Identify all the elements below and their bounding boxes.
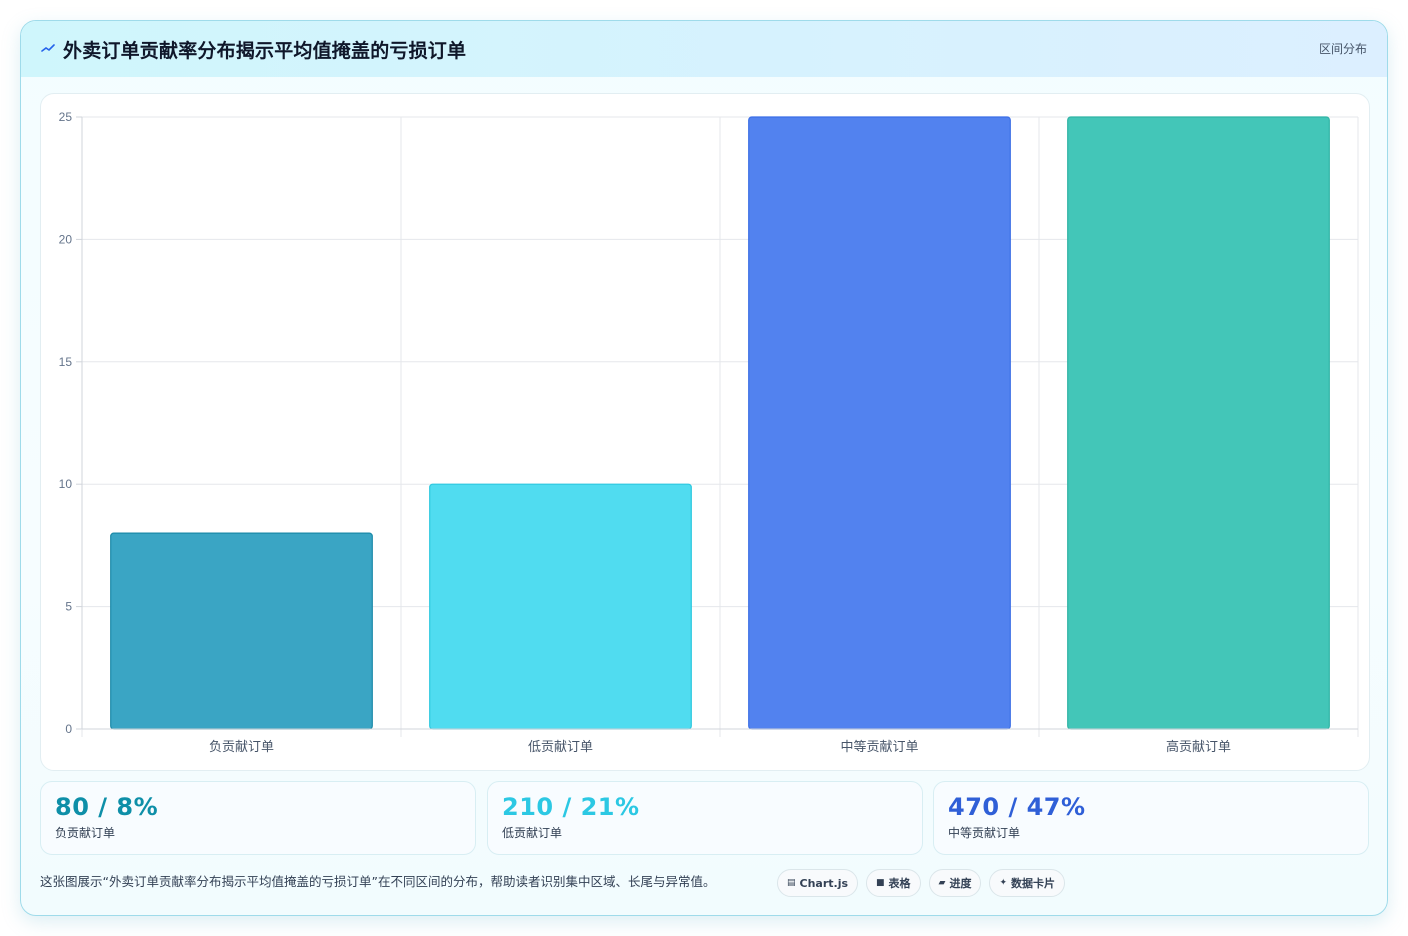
y-tick-label: 25 [59,110,73,124]
trend-line-icon [41,42,55,56]
bar [429,483,692,730]
chip-label: Chart.js [799,876,849,890]
stat-value: 80 / 8% [55,793,159,821]
chip-label: 进度 [949,877,972,890]
page-title: 外卖订单贡献率分布揭示平均值掩盖的亏损订单 [63,39,467,62]
bar [1067,116,1330,730]
x-tick-label: 负贡献订单 [209,739,274,754]
x-tick-label: 低贡献订单 [528,739,593,754]
progress-icon: ▰ [938,878,946,888]
stat-card-low: 210 / 21% 低贡献订单 [487,781,923,855]
stat-card-medium: 470 / 47% 中等贡献订单 [933,781,1369,855]
x-tick-label: 中等贡献订单 [840,739,918,754]
y-tick-label: 20 [59,232,73,246]
y-tick-label: 0 [65,722,72,736]
bar [748,116,1011,730]
bar [110,532,373,730]
y-tick-label: 10 [59,477,73,491]
stat-label: 低贡献订单 [502,826,563,840]
stat-card-negative: 80 / 8% 负贡献订单 [40,781,476,855]
chip-chartjs[interactable]: ▤ Chart.js [777,869,859,897]
x-tick-label: 高贡献订单 [1166,739,1231,754]
stat-value: 210 / 21% [502,793,640,821]
range-distribution-tag: 区间分布 [1318,42,1367,56]
stat-label: 中等贡献订单 [948,826,1021,840]
stat-label: 负贡献订单 [55,826,116,840]
chip-table[interactable]: ■ 表格 [866,869,921,897]
chip-data-card[interactable]: ✦ 数据卡片 [989,869,1066,897]
y-tick-label: 5 [65,600,72,614]
chart-card: 外卖订单贡献率分布揭示平均值掩盖的亏损订单 区间分布 0 5 10 15 20 25 负贡献… [20,20,1388,916]
table-icon: ■ [876,878,885,888]
tech-chips: ▤ Chart.js ■ 表格 ▰ 进度 ✦ 数据卡片 [777,869,1066,897]
stat-value: 470 / 47% [948,793,1086,821]
chart-description: 这张图展示“外卖订单贡献率分布揭示平均值掩盖的亏损订单”在不同区间的分布，帮助读… [40,874,716,889]
bar-chart: 0 5 10 15 20 25 负贡献订单 低贡献订单 中等贡献订单 高贡献订单 [59,110,1359,754]
chart-icon: ▤ [787,878,796,888]
chip-label: 表格 [888,877,911,890]
y-tick-label: 15 [59,355,73,369]
chip-progress[interactable]: ▰ 进度 [928,869,982,897]
sparkle-icon: ✦ [999,878,1008,888]
card-header: 外卖订单贡献率分布揭示平均值掩盖的亏损订单 区间分布 [21,21,1387,77]
chip-label: 数据卡片 [1011,877,1056,890]
bar-chart-panel: 0 5 10 15 20 25 负贡献订单 低贡献订单 中等贡献订单 高贡献订单 [40,93,1370,771]
